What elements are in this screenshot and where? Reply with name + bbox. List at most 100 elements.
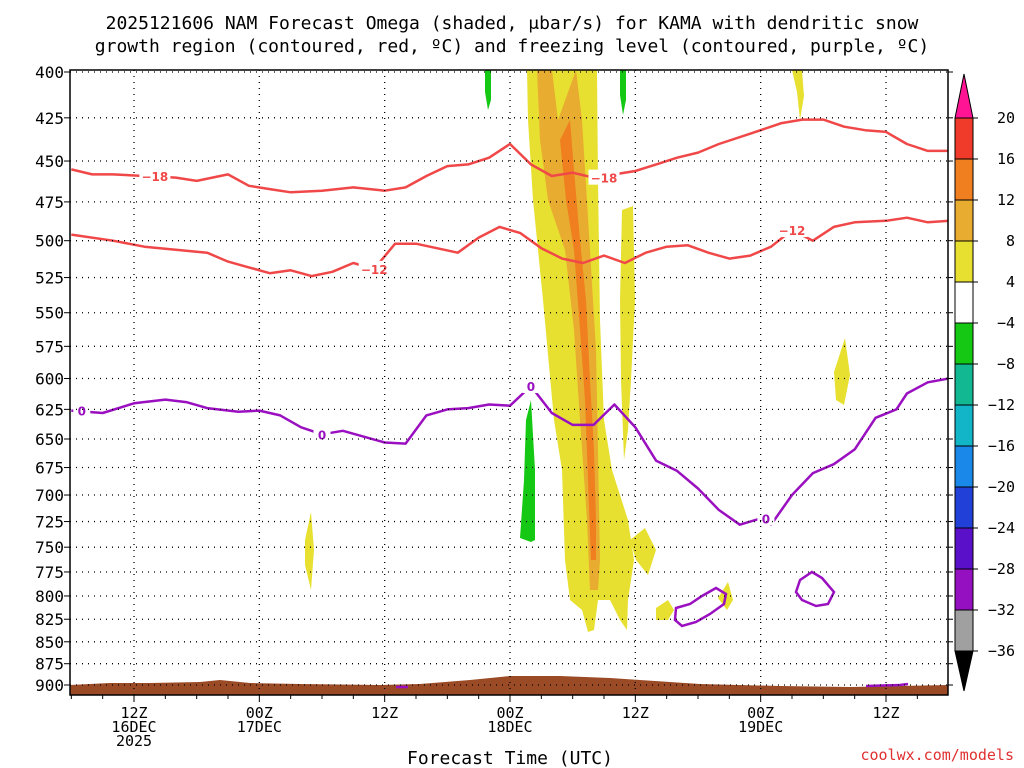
colorbar-segment (954, 609, 974, 652)
chart-title-line1: 2025121606 NAM Forecast Omega (shaded, μ… (106, 13, 919, 34)
colorbar-label: −16 (988, 437, 1015, 455)
x-tick-label: 17DEC (237, 718, 282, 736)
omega-band-yellow-small-right (834, 338, 850, 405)
colorbar-label: −12 (988, 396, 1015, 414)
colorbar: 20 16 12 8 4 −4 −8 −12 −16 −20 −24 −28 −32 −36 (954, 73, 1015, 692)
y-tick-label: 775 (35, 563, 64, 582)
contour-label-bg (73, 402, 91, 418)
gridlines (70, 70, 948, 695)
colorbar-segment (954, 158, 974, 201)
contour-labels: −18 −18 −12 −12 0 0 0 0 (73, 168, 808, 526)
omega-band-yellow-lower (630, 528, 656, 575)
contour-label: 0 (318, 428, 326, 442)
colorbar-top-arrow (954, 73, 974, 119)
contour-label: −18 (142, 170, 169, 184)
contour-line (71, 118, 948, 194)
y-tick-label: 425 (35, 109, 64, 128)
contour-line (71, 377, 948, 526)
colorbar-label: −32 (988, 601, 1015, 619)
y-tick-label: 650 (35, 430, 64, 449)
colorbar-label: 12 (997, 191, 1015, 209)
x-tick-label: 00Z (747, 704, 774, 722)
colorbar-segment (954, 568, 974, 611)
y-tick-label: 675 (35, 459, 64, 478)
omega-max-orange (560, 120, 596, 560)
watermark: coolwx.com/models (860, 746, 1014, 764)
contour-label-bg (358, 260, 390, 276)
y-tick-label: 900 (35, 676, 64, 695)
y-tick-label: 575 (35, 337, 64, 356)
x-tick-label: 12Z (371, 704, 398, 722)
colorbar-segment (954, 240, 974, 283)
omega-shading (305, 70, 850, 632)
colorbar-label: −24 (988, 519, 1015, 537)
contour-label-bg (757, 510, 775, 526)
contour-label-bg (588, 169, 620, 185)
contour-label-bg (313, 426, 331, 442)
y-tick-label: 850 (35, 633, 64, 652)
plot-area (70, 70, 948, 695)
x-tick-label: 00Z (246, 704, 273, 722)
colorbar-segment (954, 527, 974, 570)
contour-label: −12 (779, 224, 806, 238)
x-tick-label: 00Z (496, 704, 523, 722)
freezing-level-loops (673, 570, 836, 628)
colorbar-label: 8 (1006, 232, 1015, 250)
terrain-freezing-trace-2 (865, 682, 909, 688)
contour-label: 0 (762, 512, 770, 526)
colorbar-segment (954, 322, 974, 365)
y-tick-label: 450 (35, 152, 64, 171)
omega-band-yellow-top (792, 70, 804, 120)
colorbar-segment (954, 363, 974, 406)
colorbar-segment (954, 199, 974, 242)
colorbar-label: −28 (988, 560, 1015, 578)
plot-frame (69, 69, 949, 696)
y-tick-label: 625 (35, 400, 64, 419)
y-tick-label: 500 (35, 232, 64, 251)
contour-label: −18 (591, 172, 618, 186)
y-tick-label: 550 (35, 304, 64, 323)
x-tick-label: 12Z (120, 704, 147, 722)
colorbar-segment (954, 117, 974, 160)
colorbar-label: 20 (997, 109, 1015, 127)
chart-title-line2: growth region (contoured, red, ºC) and f… (95, 36, 929, 57)
colorbar-label: 4 (1006, 273, 1015, 291)
contour-label: 0 (78, 405, 86, 419)
freezing-loop-left (673, 586, 728, 628)
x-axis-label: Forecast Time (UTC) (407, 748, 613, 768)
contour-label-bg (522, 378, 540, 394)
x-tick-label: 19DEC (738, 718, 783, 736)
freezing-loop-right (794, 570, 836, 608)
colorbar-segment (954, 281, 974, 324)
x-tick-label: 12Z (622, 704, 649, 722)
omega-band-yellow-secondary (620, 206, 635, 460)
x-tick-label: 12Z (872, 704, 899, 722)
y-tick-label: 875 (35, 655, 64, 674)
contour-label: 0 (527, 380, 535, 394)
x-tick-label: 18DEC (487, 718, 532, 736)
colorbar-segment (954, 404, 974, 447)
y-tick-label: 750 (35, 538, 64, 557)
y-tick-label: 475 (35, 193, 64, 212)
colorbar-label: −4 (997, 314, 1015, 332)
omega-downdraft-green-top1 (485, 70, 491, 110)
colorbar-segment (954, 445, 974, 488)
y-tick-label: 525 (35, 269, 64, 288)
y-tick-label: 600 (35, 370, 64, 389)
y-axis: 400 425 450 475 500 525 550 575 600 625 650 675 700 7… (35, 63, 953, 695)
omega-band-yellow-small-left (305, 512, 314, 590)
y-tick-label: 725 (35, 513, 64, 532)
contour-label: −12 (361, 263, 388, 277)
y-tick-label: 800 (35, 587, 64, 606)
colorbar-label: −8 (997, 355, 1015, 373)
y-tick-label: 700 (35, 486, 64, 505)
y-tick-label: 400 (35, 63, 64, 82)
contour-label-bg (139, 168, 171, 184)
omega-downdraft-green (520, 400, 535, 542)
contour-label-bg (776, 222, 808, 238)
colorbar-label: 16 (997, 150, 1015, 168)
x-tick-label: 2025 (116, 732, 152, 750)
omega-core-gold (537, 70, 600, 590)
